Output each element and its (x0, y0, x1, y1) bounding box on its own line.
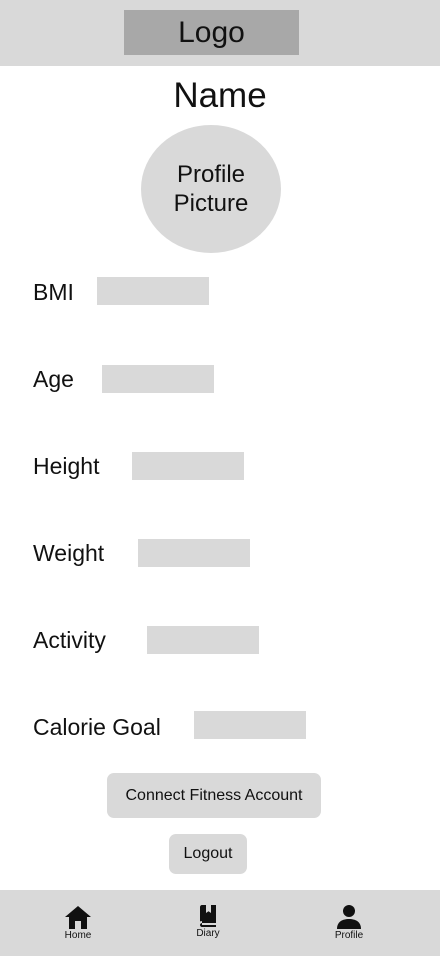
logo[interactable]: Logo (124, 10, 299, 55)
activity-label: Activity (33, 627, 106, 653)
person-icon (337, 905, 361, 929)
profile-picture[interactable]: Profile Picture (141, 125, 281, 253)
connect-fitness-account-button[interactable]: Connect Fitness Account (107, 773, 321, 818)
nav-diary-label: Diary (196, 928, 220, 939)
bmi-field[interactable] (97, 277, 209, 305)
profile-picture-label-line2: Picture (173, 190, 249, 217)
book-icon (200, 905, 216, 927)
weight-field[interactable] (138, 539, 250, 567)
age-field[interactable] (102, 365, 214, 393)
nav-home-label: Home (64, 930, 92, 941)
calorie-goal-label: Calorie Goal (33, 714, 161, 740)
logo-text: Logo (178, 15, 245, 49)
height-label: Height (33, 453, 100, 479)
age-label: Age (33, 366, 74, 392)
nav-home[interactable]: Home (38, 890, 118, 956)
home-icon (65, 906, 91, 929)
nav-profile-label: Profile (334, 930, 364, 941)
calorie-goal-field[interactable] (194, 711, 306, 739)
nav-diary[interactable]: Diary (168, 890, 248, 956)
bmi-label: BMI (33, 279, 74, 305)
logout-button[interactable]: Logout (169, 834, 247, 874)
profile-name: Name (173, 76, 267, 115)
bottom-nav: Home Diary Profile (0, 890, 440, 956)
app-header: Logo (0, 0, 440, 66)
profile-picture-label-line1: Profile (176, 161, 245, 188)
nav-profile[interactable]: Profile (309, 890, 389, 956)
activity-field[interactable] (147, 626, 259, 654)
height-field[interactable] (132, 452, 244, 480)
weight-label: Weight (33, 540, 105, 566)
